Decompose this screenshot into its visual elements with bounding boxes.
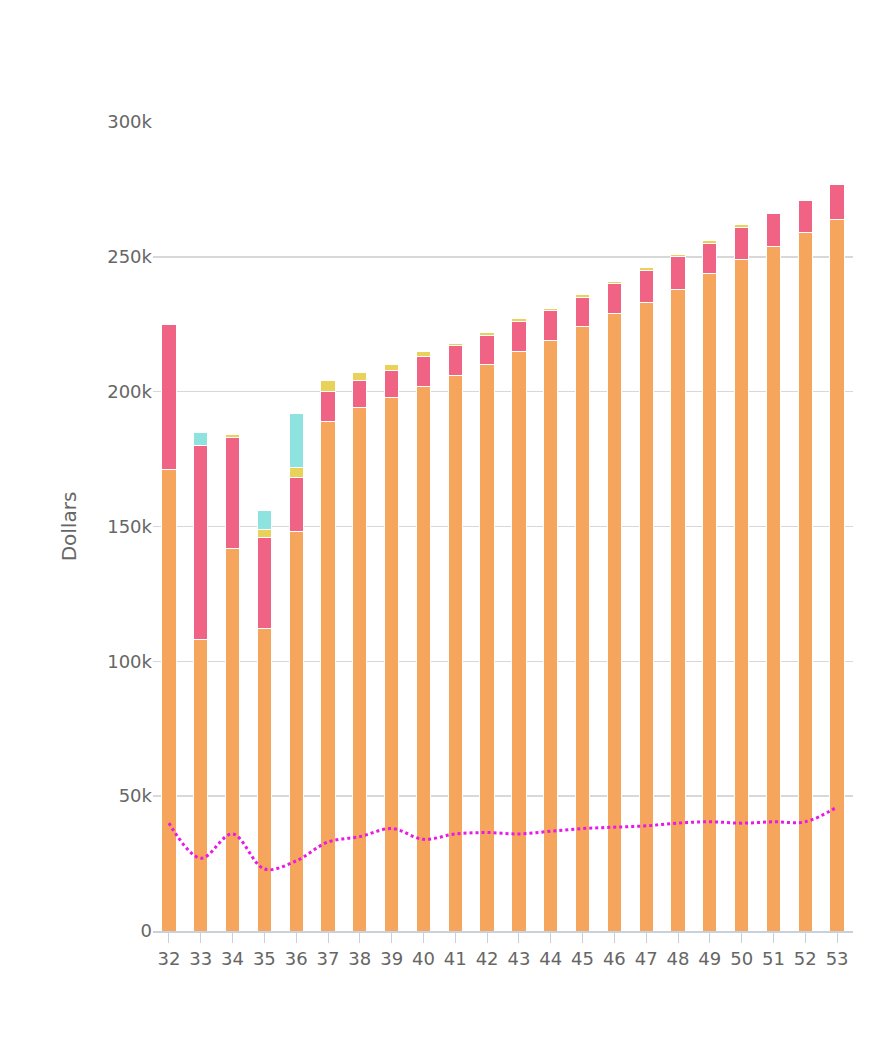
svg-text:200k: 200k	[107, 381, 152, 402]
svg-text:43: 43	[507, 948, 530, 969]
svg-text:52: 52	[794, 948, 817, 969]
svg-text:Dollars: Dollars	[57, 492, 81, 562]
svg-text:33: 33	[189, 948, 212, 969]
svg-text:34: 34	[221, 948, 244, 969]
svg-text:47: 47	[635, 948, 658, 969]
svg-text:100k: 100k	[107, 651, 152, 672]
svg-text:150k: 150k	[107, 516, 152, 537]
svg-text:44: 44	[539, 948, 562, 969]
svg-text:46: 46	[603, 948, 626, 969]
svg-text:37: 37	[317, 948, 340, 969]
svg-text:32: 32	[157, 948, 180, 969]
svg-text:48: 48	[667, 948, 690, 969]
svg-text:50k: 50k	[119, 785, 153, 806]
svg-text:51: 51	[762, 948, 785, 969]
svg-text:300k: 300k	[107, 111, 152, 132]
svg-text:53: 53	[826, 948, 849, 969]
svg-text:42: 42	[476, 948, 499, 969]
svg-text:41: 41	[444, 948, 467, 969]
svg-text:45: 45	[571, 948, 594, 969]
svg-text:35: 35	[253, 948, 276, 969]
svg-text:38: 38	[348, 948, 371, 969]
svg-text:50: 50	[730, 948, 753, 969]
svg-text:49: 49	[698, 948, 721, 969]
svg-text:40: 40	[412, 948, 435, 969]
svg-text:39: 39	[380, 948, 403, 969]
svg-text:36: 36	[285, 948, 308, 969]
svg-text:250k: 250k	[107, 246, 152, 267]
svg-text:0: 0	[141, 920, 152, 941]
